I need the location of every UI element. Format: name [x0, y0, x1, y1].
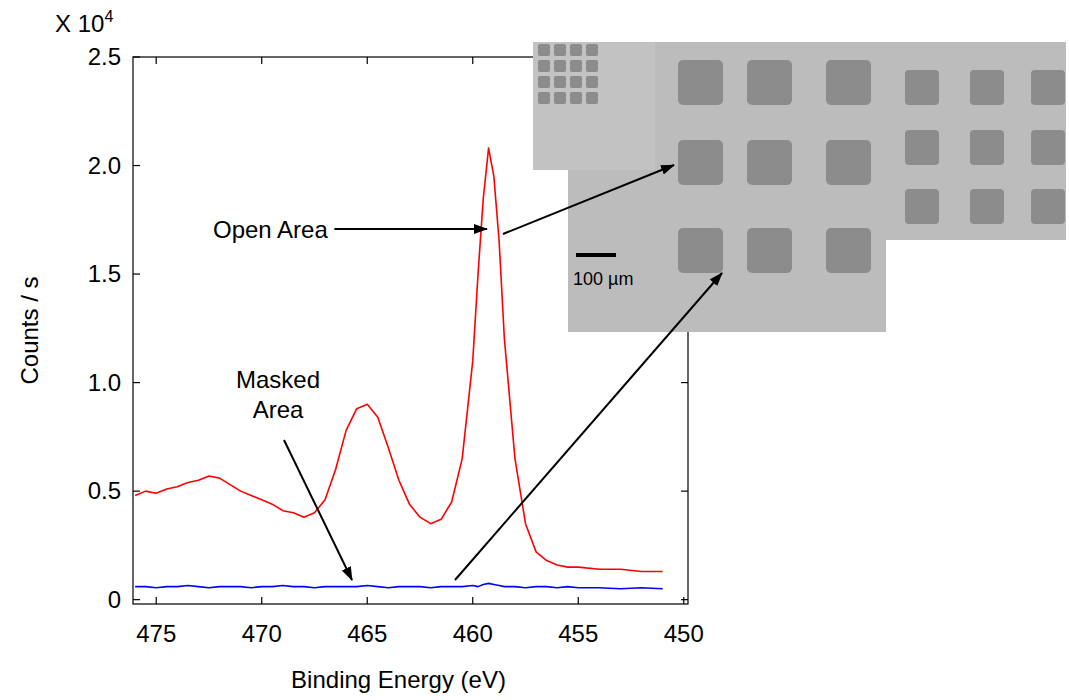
x-tick [156, 597, 157, 604]
y-tick [133, 491, 140, 492]
inset-pad [586, 92, 598, 104]
x-tick-label: 470 [242, 620, 282, 647]
inset-pad [538, 92, 550, 104]
inset-pad [586, 44, 598, 56]
inset-pad [905, 130, 939, 165]
y-tick [133, 599, 140, 600]
annotation-arrow [334, 228, 487, 230]
x-axis-title: Binding Energy (eV) [291, 666, 506, 693]
x-tick-label: 465 [347, 620, 387, 647]
x-tick [367, 597, 368, 604]
inset-pad [538, 76, 550, 88]
y-axis-title: Counts / s [16, 276, 43, 384]
y-tick-label: 1.0 [88, 369, 121, 396]
x-tick-top [156, 57, 157, 64]
inset-pad [570, 60, 582, 72]
inset-pad [970, 189, 1004, 224]
x-tick-label: 460 [453, 620, 493, 647]
y-multiplier-exponent: 4 [104, 8, 113, 25]
x-tick-top [367, 57, 368, 64]
series-annotation: Masked Area [236, 366, 320, 423]
y-tick-label: 0.5 [88, 477, 121, 504]
inset-pad [678, 140, 723, 185]
inset-pad [826, 228, 871, 273]
inset-pad [826, 60, 871, 105]
inset-pad [826, 140, 871, 185]
inset-panel [886, 42, 1066, 240]
inset-panel [533, 42, 655, 170]
x-tick [472, 597, 473, 604]
inset-pad [905, 70, 939, 105]
y-tick-label: 2.0 [88, 152, 121, 179]
inset-pad [554, 92, 566, 104]
inset-pad [747, 140, 792, 185]
x-tick-label: 450 [664, 620, 704, 647]
series-annotation-line: Area [253, 396, 304, 423]
inset-pad [570, 44, 582, 56]
scale-bar [576, 253, 616, 257]
inset-pad [570, 76, 582, 88]
inset-pad [586, 76, 598, 88]
inset-pad [747, 60, 792, 105]
inset-pad [905, 189, 939, 224]
annotation-arrow [284, 440, 352, 580]
y-tick-right [681, 599, 688, 600]
y-tick [133, 56, 140, 57]
x-tick [683, 597, 684, 604]
y-tick-label: 0 [108, 586, 121, 613]
x-tick-top [472, 57, 473, 64]
inset-pad [970, 130, 1004, 165]
y-tick [133, 382, 140, 383]
inset-pad [1031, 130, 1065, 165]
x-tick [578, 597, 579, 604]
inset-pad [747, 228, 792, 273]
x-tick-top [261, 57, 262, 64]
series-line [135, 583, 663, 588]
inset-pad [1031, 189, 1065, 224]
y-tick [133, 165, 140, 166]
series-annotation: Open Area [213, 216, 328, 243]
scale-bar-label: 100 µm [573, 269, 633, 289]
y-multiplier: X 104 [55, 8, 113, 37]
y-multiplier-base: X 10 [55, 10, 104, 37]
inset-pad [678, 228, 723, 273]
series-annotation-line: Masked [236, 366, 320, 393]
inset-pad [1031, 70, 1065, 105]
y-tick-label: 1.5 [88, 260, 121, 287]
y-tick [133, 273, 140, 274]
y-tick-label: 2.5 [88, 43, 121, 70]
x-tick-label: 475 [136, 620, 176, 647]
annotation-arrow [503, 165, 674, 234]
x-tick [261, 597, 262, 604]
inset-pad [554, 76, 566, 88]
inset-pad [970, 70, 1004, 105]
inset-pad [554, 60, 566, 72]
inset-pad [570, 92, 582, 104]
annotation-arrow [455, 273, 722, 580]
inset-pad [538, 44, 550, 56]
chart: 475 470 465 460 455 450 0 0.5 1.0 1.5 2.0 2.5 X 104 B… [0, 0, 1069, 700]
inset-pad [538, 60, 550, 72]
x-tick-label: 455 [558, 620, 598, 647]
inset-pad [586, 60, 598, 72]
inset-pad [678, 60, 723, 105]
inset-pad [554, 44, 566, 56]
inset-micrograph: 100 µm [533, 42, 1066, 332]
y-tick-right [681, 382, 688, 383]
y-tick-right [681, 491, 688, 492]
